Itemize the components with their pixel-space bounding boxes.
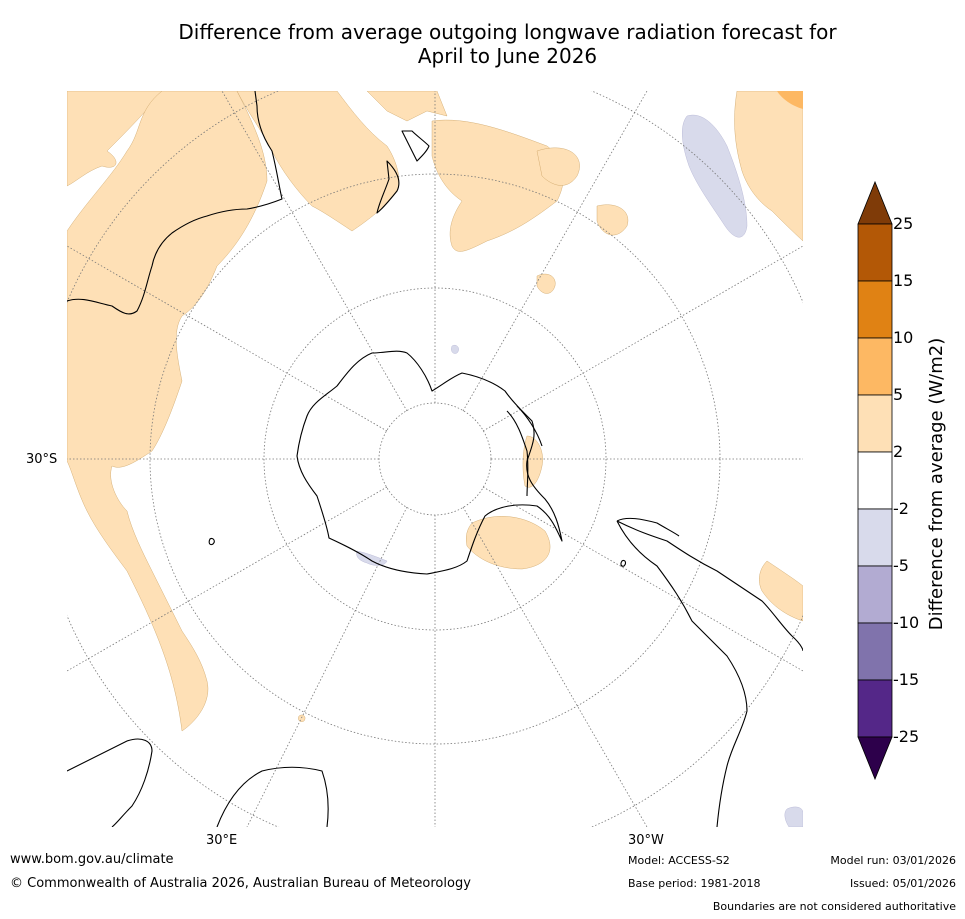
colorbar-tick-label: 10 bbox=[893, 328, 914, 347]
new-zealand-south bbox=[376, 160, 400, 214]
footer-copyright: © Commonwealth of Australia 2026, Austra… bbox=[10, 876, 471, 891]
polar-map bbox=[67, 91, 803, 827]
footer-model-run: Model run: 03/01/2026 bbox=[830, 854, 956, 867]
new-zealand-north bbox=[401, 130, 430, 162]
colorbar-tick-label: 15 bbox=[893, 271, 914, 290]
positive-anomaly-regions bbox=[67, 91, 803, 732]
graticule bbox=[67, 91, 803, 827]
colorbar-tick-label: 2 bbox=[893, 442, 904, 461]
colorbar-tick-label: -5 bbox=[893, 556, 909, 575]
australia-coast bbox=[67, 91, 283, 315]
title-line-1: Difference from average outgoing longwav… bbox=[178, 20, 837, 44]
footer-base-period: Base period: 1981-2018 bbox=[628, 877, 761, 890]
latitude-label-30s: 30°S bbox=[26, 452, 58, 467]
colorbar-segment bbox=[857, 679, 893, 738]
colorbar-tick-label: -2 bbox=[893, 499, 909, 518]
longitude-label-30w: 30°W bbox=[628, 833, 664, 848]
colorbar-segment bbox=[857, 394, 893, 453]
longitude-label-30e: 30°E bbox=[206, 833, 238, 848]
small-island-2 bbox=[620, 559, 627, 567]
chart-title: Difference from average outgoing longwav… bbox=[0, 20, 965, 68]
colorbar-segment bbox=[857, 223, 893, 282]
title-line-2: April to June 2026 bbox=[417, 44, 598, 68]
footer-issued: Issued: 05/01/2026 bbox=[849, 877, 956, 890]
africa-coast bbox=[67, 738, 153, 827]
south-america-coast bbox=[616, 520, 803, 827]
colorbar-extend-bottom bbox=[857, 736, 893, 781]
footer-disclaimer: Boundaries are not considered authoritat… bbox=[712, 900, 956, 913]
colorbar-tick-label: 25 bbox=[893, 214, 914, 233]
colorbar-segments bbox=[857, 180, 893, 781]
colorbar-segment bbox=[857, 565, 893, 624]
antarctica-coast bbox=[296, 350, 563, 575]
colorbar-segment bbox=[857, 337, 893, 396]
colorbar-segment bbox=[857, 280, 893, 339]
footer-url[interactable]: www.bom.gov.au/climate bbox=[10, 852, 174, 867]
footer-model: Model: ACCESS-S2 bbox=[628, 854, 730, 867]
colorbar-segment bbox=[857, 622, 893, 681]
new-guinea-coast bbox=[616, 517, 680, 537]
africa-south-coast bbox=[216, 766, 329, 827]
colorbar-tick-label: -15 bbox=[893, 670, 920, 689]
colorbar-extend-top bbox=[857, 180, 893, 225]
colorbar-segment bbox=[857, 451, 893, 510]
colorbar-tick-label: -10 bbox=[893, 613, 920, 632]
negative-anomaly-regions bbox=[356, 114, 803, 827]
moderate-positive-region bbox=[777, 91, 803, 109]
small-island bbox=[208, 537, 215, 546]
colorbar-segment bbox=[857, 508, 893, 567]
antarctic-peninsula bbox=[506, 405, 543, 497]
colorbar-tick-label: 5 bbox=[893, 385, 904, 404]
colorbar bbox=[857, 180, 893, 781]
colorbar-label: Difference from average (W/m2) bbox=[926, 337, 947, 631]
coastlines bbox=[67, 91, 803, 827]
colorbar-tick-label: -25 bbox=[893, 727, 920, 746]
